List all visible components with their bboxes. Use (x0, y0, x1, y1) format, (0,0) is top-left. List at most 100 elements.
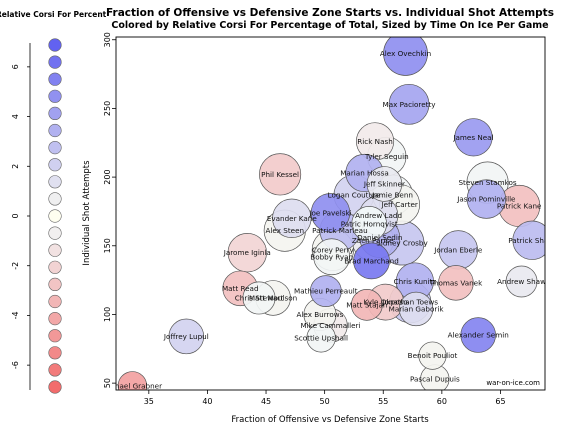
data-point (306, 323, 336, 353)
colorbar-swatch (48, 260, 62, 274)
data-label: Alexander Semin (448, 331, 509, 340)
x-tick-label: 55 (378, 397, 388, 406)
colorbar-swatch (48, 226, 62, 240)
colorbar-tick-label: -6 (11, 361, 20, 369)
data-label: Steven Stamkos (458, 178, 516, 187)
data-label: Patric Hornqvist (341, 219, 398, 228)
colorbar-tick-label: 6 (11, 64, 20, 69)
data-points (117, 37, 545, 390)
data-label: Marian Gaborik (389, 304, 445, 313)
x-tick-label: 35 (144, 397, 154, 406)
data-label: Zach Parise (352, 236, 394, 245)
data-label: Chris Stewart (235, 293, 284, 302)
data-label: Jeff Skinner (363, 179, 405, 188)
colorbar-swatch (48, 123, 62, 138)
data-label: Brad Marchand (344, 256, 399, 265)
data-point (310, 193, 351, 233)
data-point (454, 118, 493, 157)
x-tick-label: 45 (261, 397, 271, 406)
colorbar-tick-label: 2 (11, 164, 20, 169)
colorbar-tick-label: -2 (11, 262, 20, 270)
colorbar-swatch (48, 175, 62, 189)
colorbar-swatch (48, 363, 62, 377)
data-label: Jeff Carter (380, 200, 417, 209)
data-label: Joe Pavelski (308, 208, 351, 217)
y-tick-label: 150 (103, 238, 112, 253)
data-label: Corey Perry (312, 245, 354, 254)
y-axis-label: Individual Shot Attempts (82, 160, 92, 266)
colorbar-swatch (48, 72, 62, 86)
data-point (505, 265, 538, 298)
data-point (466, 179, 507, 219)
data-label: Marian Hossa (340, 168, 389, 177)
colorbar: Relative Corsi For Percent 6 4 2 0 -2 -4 -6 (0, 10, 107, 394)
data-point (313, 238, 351, 276)
colorbar-swatch (48, 312, 62, 326)
data-point (242, 281, 276, 315)
colorbar-tick-label: 4 (11, 114, 20, 119)
data-label: Mike Cammalleri (300, 321, 360, 330)
data-label: Matt Moulson (249, 293, 297, 302)
colorbar-label: Relative Corsi For Percent (0, 10, 107, 19)
x-axis-ticks: 35 40 45 50 55 60 65 (144, 390, 506, 406)
colorbar-swatch (48, 294, 62, 309)
colorbar-swatch (48, 55, 62, 69)
colorbar-swatch (48, 158, 62, 172)
data-point-labels: Alex Ovechkin Max Pacioretty James Neal Ric… (103, 49, 556, 390)
data-point (460, 317, 496, 353)
x-tick-label: 65 (495, 397, 505, 406)
y-tick-label: 300 (103, 32, 112, 47)
data-label: Alex Steen (266, 226, 305, 235)
y-tick-label: 100 (103, 307, 112, 322)
colorbar-ticks: 6 4 2 0 -2 -4 -6 (11, 64, 30, 369)
data-point (388, 83, 430, 125)
data-label: Rick Nash (357, 137, 392, 146)
data-label: Phil Kessel (261, 170, 299, 179)
colorbar-swatch (48, 209, 62, 223)
data-label: Jason Pominville (456, 195, 516, 204)
data-point (398, 291, 434, 327)
data-label: Michael Grabner (103, 381, 162, 390)
data-point (350, 288, 383, 321)
data-label: Benoit Pouliot (408, 351, 458, 360)
watermark: war-on-ice.com (486, 379, 540, 387)
data-label: Jonathan Toews (381, 298, 438, 307)
data-label: Bobby Ryan (310, 252, 353, 261)
data-point (117, 371, 148, 390)
data-label: Jarome Iginla (223, 248, 271, 257)
data-label: Andrew Shaw (497, 277, 546, 286)
data-label: James Neal (452, 133, 493, 142)
data-point (418, 341, 447, 370)
x-axis-label: Fraction of Offensive vs Defensive Zone … (231, 415, 429, 425)
data-label: Alex Burrows (297, 310, 344, 319)
colorbar-swatch (48, 346, 62, 360)
data-point (353, 242, 390, 280)
data-point (351, 206, 387, 242)
data-label: Pascal Dupuis (410, 375, 460, 384)
chart-title: Fraction of Offensive vs Defensive Zone … (106, 7, 554, 19)
data-label: Daniel Sedin (357, 233, 402, 242)
data-label: Logan Couture (328, 190, 381, 199)
colorbar-swatch (48, 380, 62, 394)
data-label: Jamie Benn (371, 190, 413, 199)
data-label: Patrick Kane (497, 201, 542, 210)
data-point (227, 232, 267, 273)
data-label: Patrick Sharp (508, 236, 556, 245)
x-tick-label: 40 (202, 397, 212, 406)
colorbar-swatch (48, 243, 62, 257)
data-point (438, 265, 474, 301)
colorbar-tick-label: 0 (11, 213, 20, 218)
data-point (168, 318, 205, 355)
data-point (366, 166, 403, 202)
data-label: Andrew Ladd (355, 211, 402, 220)
data-point (259, 153, 302, 196)
data-point (309, 275, 342, 307)
x-tick-label: 60 (437, 397, 447, 406)
colorbar-tick-label: -4 (11, 311, 20, 319)
colorbar-swatch (48, 89, 62, 103)
y-axis-ticks: 50 100 150 200 250 300 (103, 32, 116, 388)
colorbar-swatch (48, 192, 62, 206)
y-tick-label: 200 (103, 169, 112, 184)
x-tick-label: 50 (320, 397, 330, 406)
